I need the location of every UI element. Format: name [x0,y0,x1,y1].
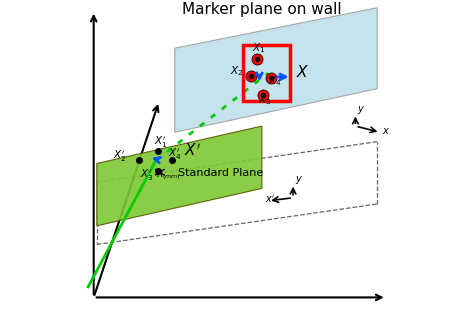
Text: $X_{1}^\prime$: $X_{1}^\prime$ [154,135,167,151]
Text: $X_{3}^\prime$: $X_{3}^\prime$ [140,168,154,183]
Polygon shape [97,126,262,226]
Text: $X'$: $X'$ [184,142,201,159]
Text: $x'$: $x'$ [265,194,275,205]
Text: $X_{2}^\prime$: $X_{2}^\prime$ [113,148,127,164]
Text: $X_{4}$: $X_{4}$ [267,74,281,88]
Text: Marker plane on wall: Marker plane on wall [182,2,342,17]
Text: $X_{4}^\prime$: $X_{4}^\prime$ [168,147,182,162]
Text: $y$: $y$ [357,104,365,116]
Text: $R_{(mm)}$: $R_{(mm)}$ [156,168,181,182]
Text: Standard Plane: Standard Plane [178,168,263,178]
Text: $X$: $X$ [296,64,310,80]
Text: $x$: $x$ [382,126,390,136]
Text: $y$: $y$ [295,174,303,186]
Text: $X_{3}$: $X_{3}$ [258,93,272,106]
Text: $X_{1}$: $X_{1}$ [252,41,265,55]
Text: $X_{2}$: $X_{2}$ [230,65,244,79]
Polygon shape [175,8,377,132]
